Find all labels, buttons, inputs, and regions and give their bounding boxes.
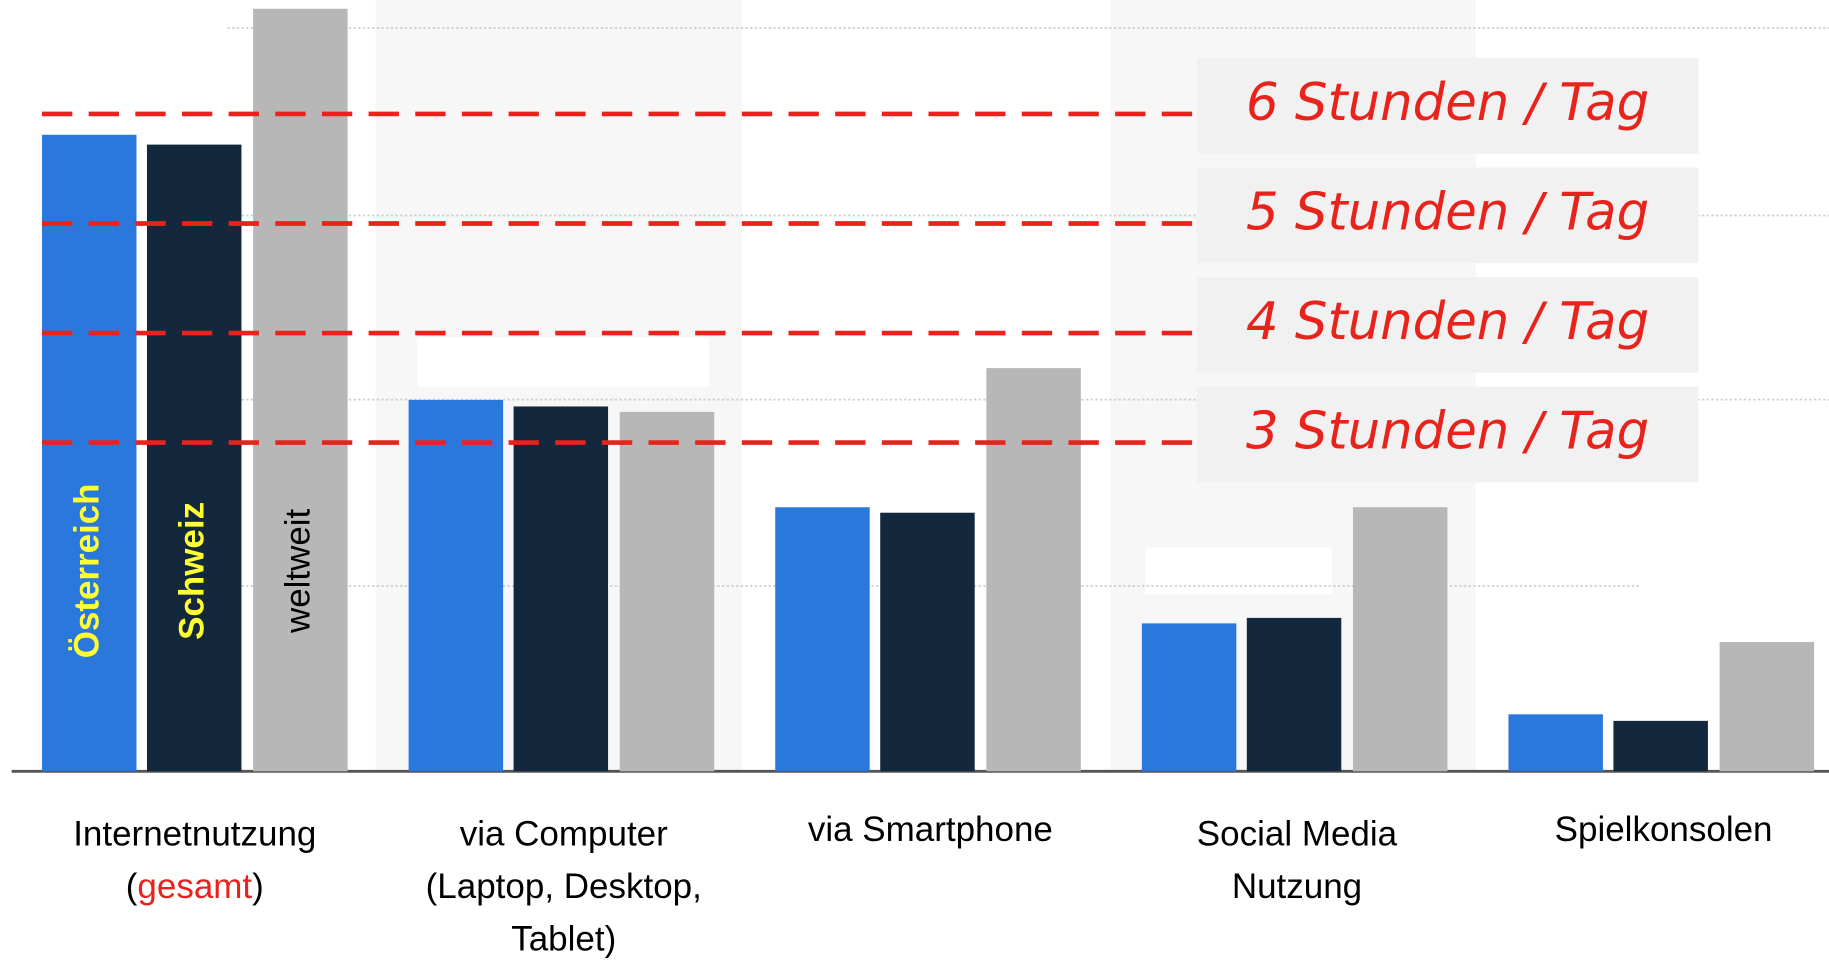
bar — [1352, 507, 1448, 772]
bar — [146, 144, 242, 772]
bar — [1613, 720, 1708, 772]
series-label: Schweiz — [172, 502, 211, 640]
x-tick-label-part: Spielkonsolen — [1555, 810, 1773, 849]
reference-label: 6 Stunden / Tag — [1246, 73, 1649, 133]
x-tick-label-part: (Laptop, Desktop, — [426, 867, 702, 906]
reference-label: 5 Stunden / Tag — [1246, 182, 1649, 242]
x-tick-label: via Computer — [460, 815, 668, 854]
x-tick-label-part: Internetnutzung — [73, 815, 316, 854]
x-tick-label: Nutzung — [1232, 867, 1362, 906]
x-tick-label: via Smartphone — [808, 810, 1053, 849]
bar — [41, 134, 137, 772]
patch — [417, 337, 710, 387]
series-label: Österreich — [67, 483, 106, 658]
bar — [619, 411, 715, 772]
bar — [1508, 714, 1603, 772]
bar — [775, 507, 870, 772]
bar — [253, 8, 348, 772]
reference-box — [1196, 386, 1699, 483]
reference-box — [1196, 58, 1699, 154]
x-tick-label-part: via Smartphone — [808, 810, 1053, 849]
x-tick-label: Internetnutzung — [73, 815, 316, 854]
bar — [408, 399, 504, 772]
patch — [1145, 547, 1333, 595]
series-label: weltweit — [279, 508, 318, 634]
reference-label: 4 Stunden / Tag — [1246, 292, 1649, 352]
x-tick-label-part: via Computer — [460, 815, 668, 854]
reference-box — [1196, 277, 1699, 373]
x-tick-label-part: gesamt — [137, 867, 252, 906]
x-tick-label: (gesamt) — [126, 867, 264, 906]
x-tick-label: Tablet) — [511, 920, 616, 959]
bar — [1141, 623, 1237, 772]
bar — [986, 368, 1081, 772]
reference-label: 3 Stunden / Tag — [1246, 401, 1649, 461]
x-tick-label: Spielkonsolen — [1555, 810, 1773, 849]
bar — [1719, 641, 1815, 772]
bar — [1246, 617, 1342, 772]
x-tick-label-part: Tablet) — [511, 920, 616, 959]
bar — [880, 512, 975, 772]
x-tick-label: Social Media — [1197, 815, 1398, 854]
x-tick-label: (Laptop, Desktop, — [426, 867, 702, 906]
reference-box — [1196, 167, 1699, 264]
x-tick-label-part: ) — [252, 867, 264, 906]
x-tick-label-part: Nutzung — [1232, 867, 1362, 906]
x-tick-label-part: ( — [126, 867, 138, 906]
x-tick-label-part: Social Media — [1197, 815, 1398, 854]
bar — [513, 406, 609, 772]
